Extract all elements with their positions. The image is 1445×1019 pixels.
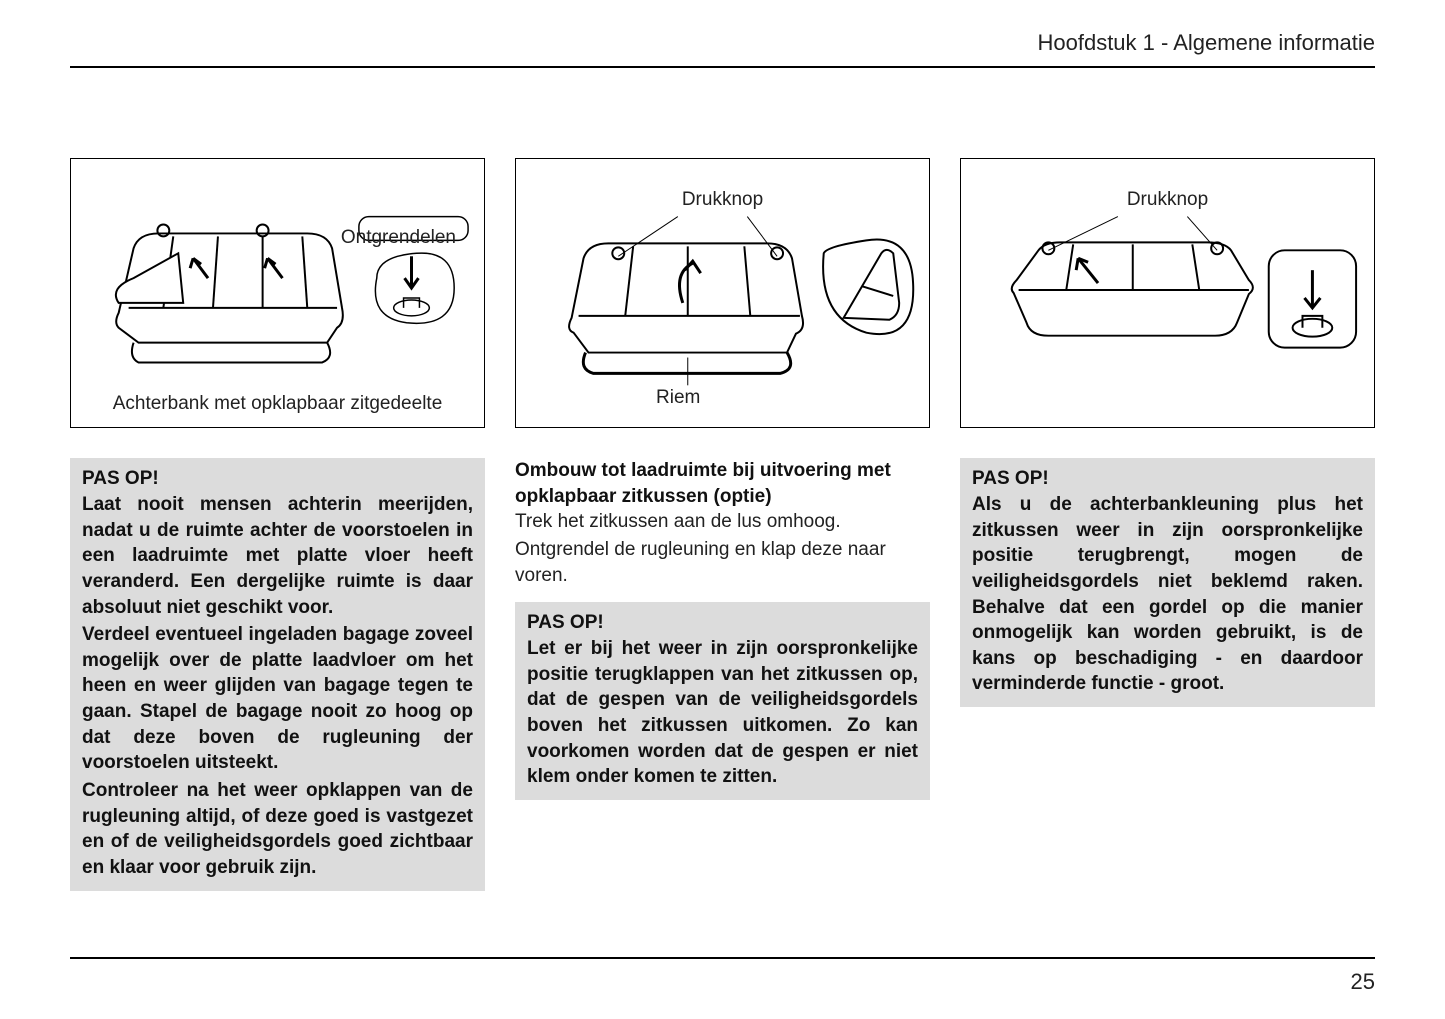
warning3-title: PAS OP! <box>972 468 1363 490</box>
warning1-p1: Laat nooit mensen achterin meerijden, na… <box>82 492 473 620</box>
warning2-title: PAS OP! <box>527 612 918 634</box>
figure-foldable-seat: Ontgrendelen Achterbank met opklapbaar z… <box>70 158 485 428</box>
warning2-p1: Let er bij het weer in zijn oorspronkeli… <box>527 636 918 790</box>
warning3-p1: Als u de achterbankleuning plus het zitk… <box>972 492 1363 697</box>
column-2: Drukknop Riem Ombouw tot laadruimte bij … <box>515 158 930 903</box>
figure2-bottom-label: Riem <box>656 387 700 409</box>
warning1-p2: Verdeel eventueel ingeladen bagage zovee… <box>82 622 473 776</box>
seat-diagram-1-icon <box>71 159 484 427</box>
figure3-top-label: Drukknop <box>961 189 1374 211</box>
warning-box-2: PAS OP! Let er bij het weer in zijn oors… <box>515 602 930 800</box>
figure1-bubble-label: Ontgrendelen <box>341 227 456 249</box>
column-3: Drukknop PAS OP! Als u de achterbankleun… <box>960 158 1375 903</box>
figure-drukknop-riem: Drukknop Riem <box>515 158 930 428</box>
warning-box-1: PAS OP! Laat nooit mensen achterin meeri… <box>70 458 485 891</box>
warning-box-3: PAS OP! Als u de achterbankleuning plus … <box>960 458 1375 707</box>
body-section: Ombouw tot laadruimte bij uitvoering met… <box>515 458 930 588</box>
figure-drukknop-fold: Drukknop <box>960 158 1375 428</box>
figure2-top-label: Drukknop <box>516 189 929 211</box>
bottom-rule <box>70 957 1375 959</box>
warning1-title: PAS OP! <box>82 468 473 490</box>
warning1-p3: Controleer na het weer opklappen van de … <box>82 778 473 881</box>
content-columns: Ontgrendelen Achterbank met opklapbaar z… <box>70 158 1375 903</box>
body-p2: Ontgrendel de rugleuning en klap deze na… <box>515 537 930 588</box>
body-title: Ombouw tot laadruimte bij uitvoering met… <box>515 458 930 509</box>
body-p1: Trek het zitkussen aan de lus omhoog. <box>515 509 930 535</box>
column-1: Ontgrendelen Achterbank met opklapbaar z… <box>70 158 485 903</box>
page-header: Hoofdstuk 1 - Algemene informatie <box>70 30 1375 68</box>
figure1-caption: Achterbank met opklapbaar zitgedeelte <box>71 393 484 415</box>
page-number: 25 <box>1351 969 1375 995</box>
